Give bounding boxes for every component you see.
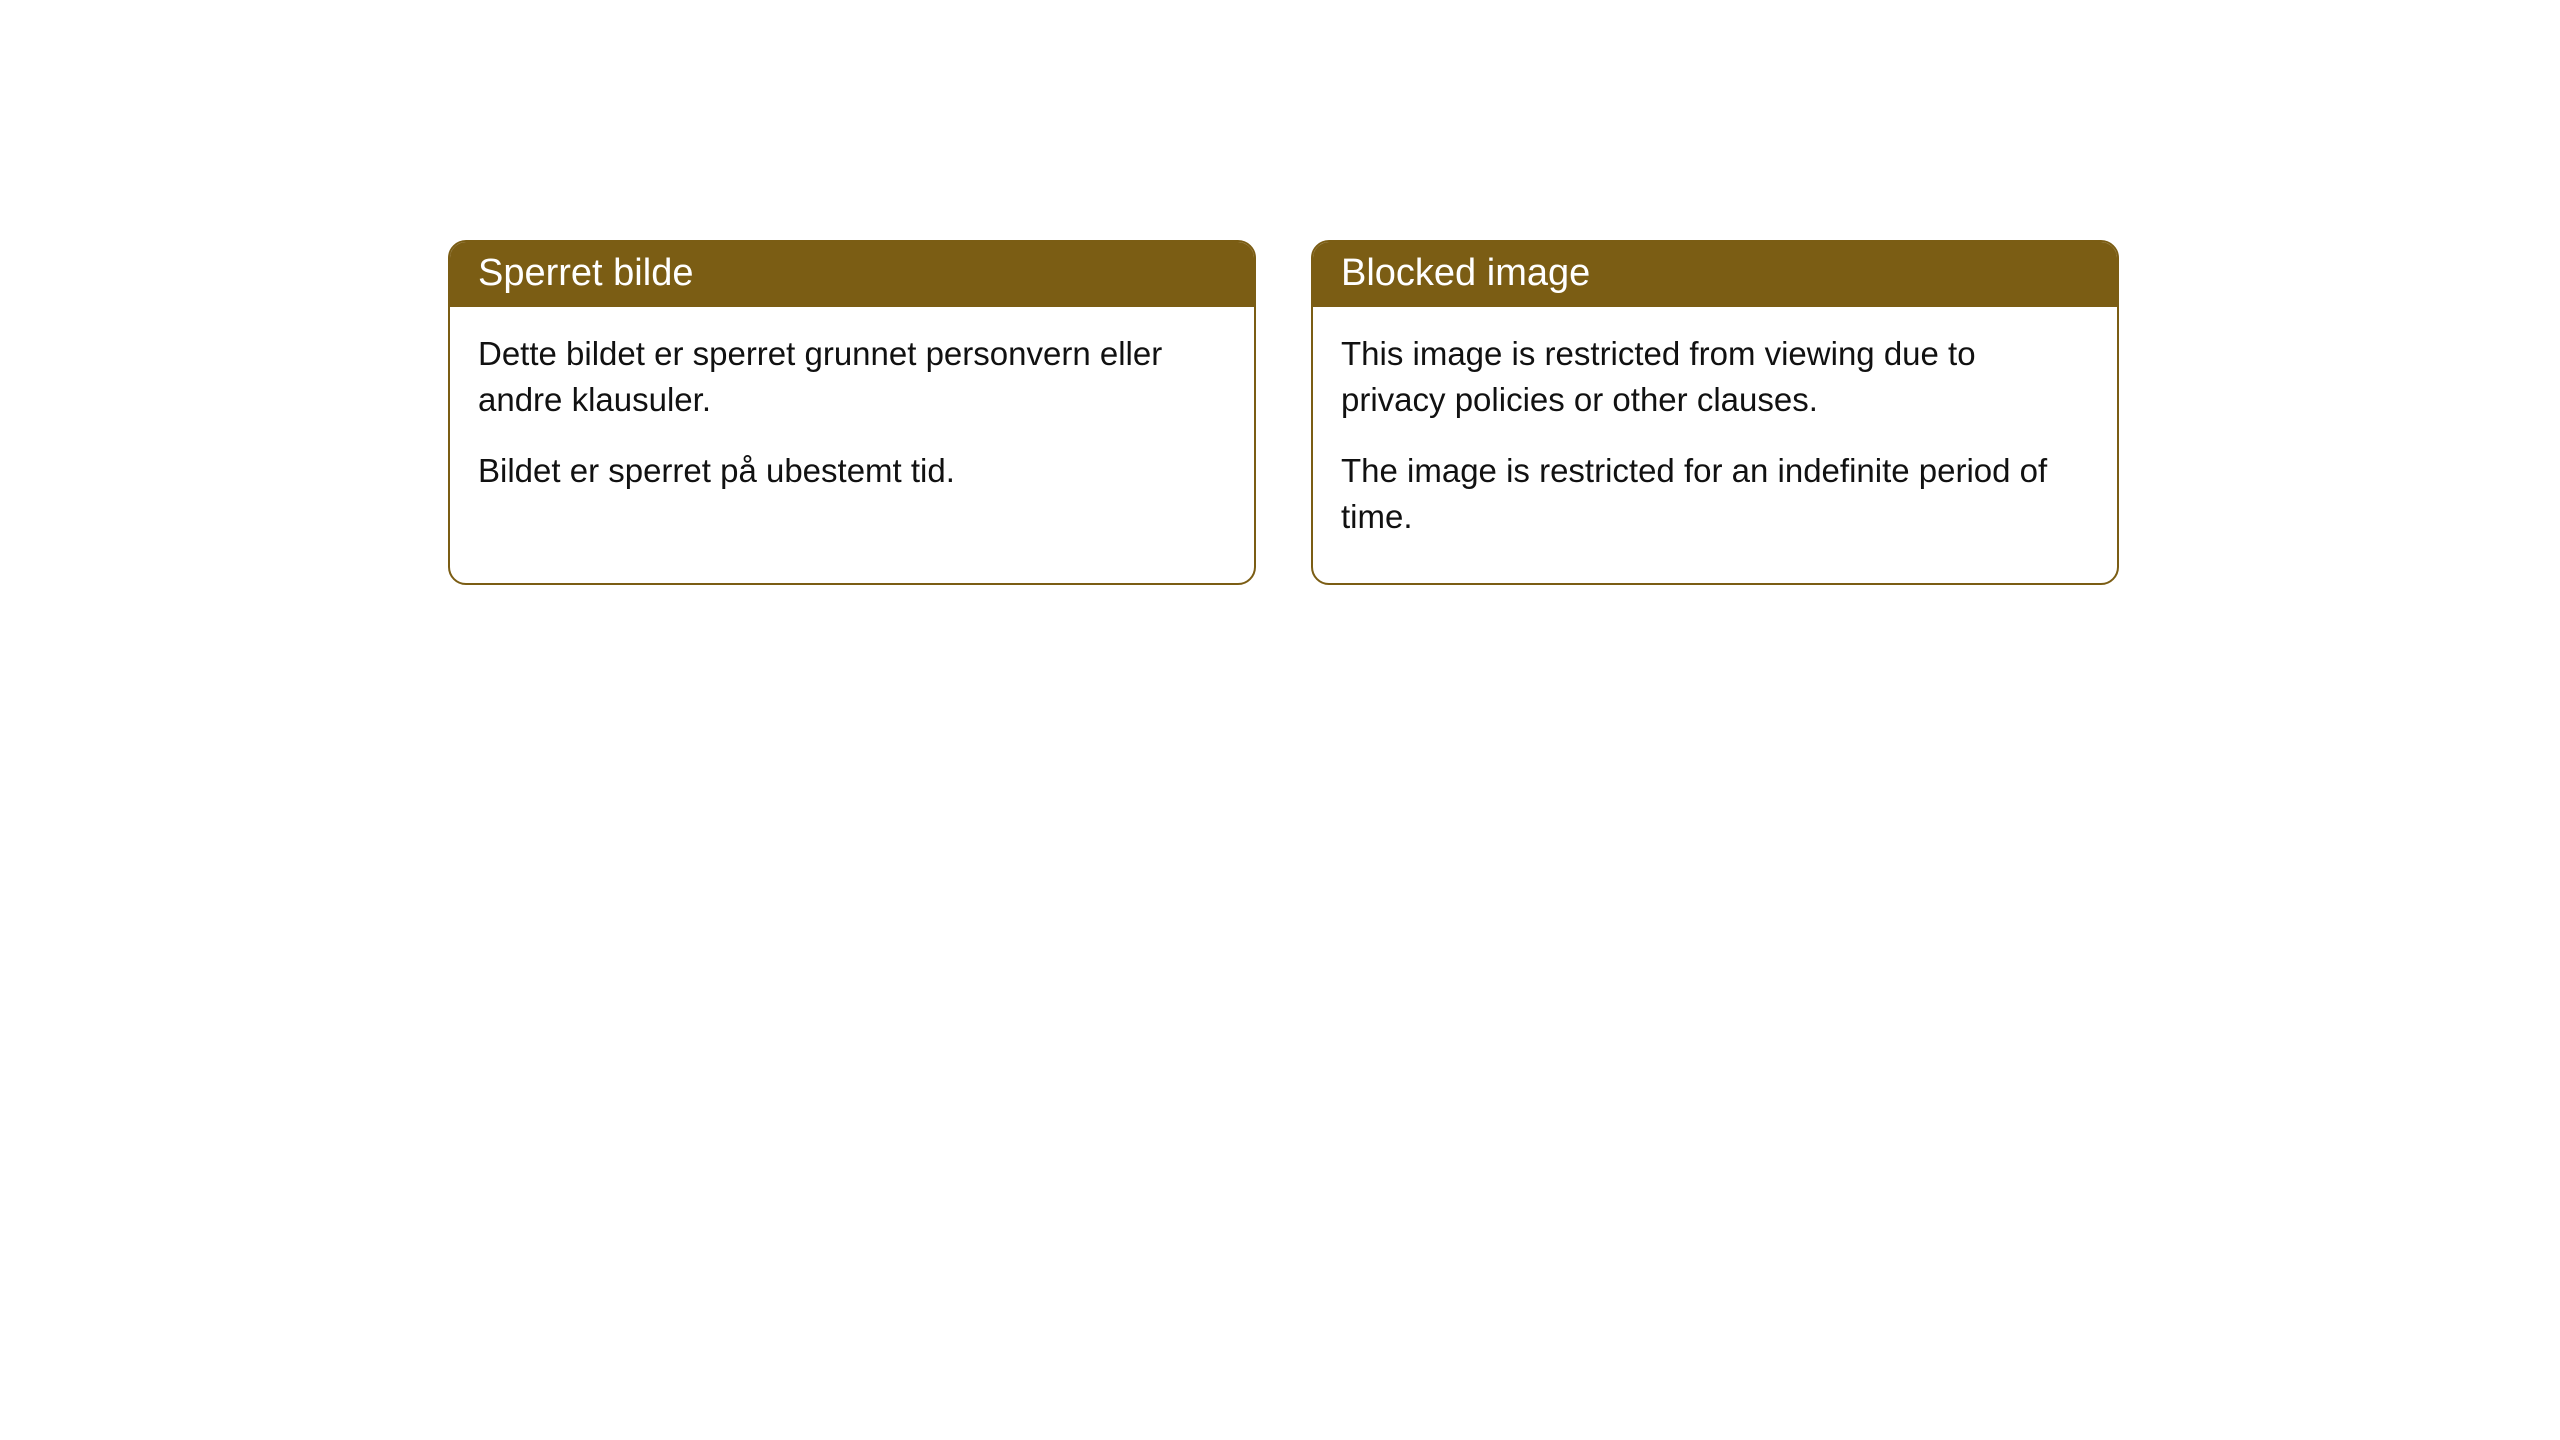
notice-card-norwegian: Sperret bilde Dette bildet er sperret gr… bbox=[448, 240, 1256, 585]
card-title-norwegian: Sperret bilde bbox=[478, 252, 693, 294]
card-paragraph-2-norwegian: Bildet er sperret på ubestemt tid. bbox=[478, 448, 1226, 494]
card-paragraph-2-english: The image is restricted for an indefinit… bbox=[1341, 448, 2089, 539]
card-header-norwegian: Sperret bilde bbox=[450, 242, 1254, 307]
card-body-english: This image is restricted from viewing du… bbox=[1313, 307, 2117, 583]
card-paragraph-1-english: This image is restricted from viewing du… bbox=[1341, 331, 2089, 422]
card-title-english: Blocked image bbox=[1341, 252, 1590, 294]
card-body-norwegian: Dette bildet er sperret grunnet personve… bbox=[450, 307, 1254, 538]
card-paragraph-1-norwegian: Dette bildet er sperret grunnet personve… bbox=[478, 331, 1226, 422]
notice-card-english: Blocked image This image is restricted f… bbox=[1311, 240, 2119, 585]
notice-container: Sperret bilde Dette bildet er sperret gr… bbox=[0, 0, 2560, 585]
card-header-english: Blocked image bbox=[1313, 242, 2117, 307]
